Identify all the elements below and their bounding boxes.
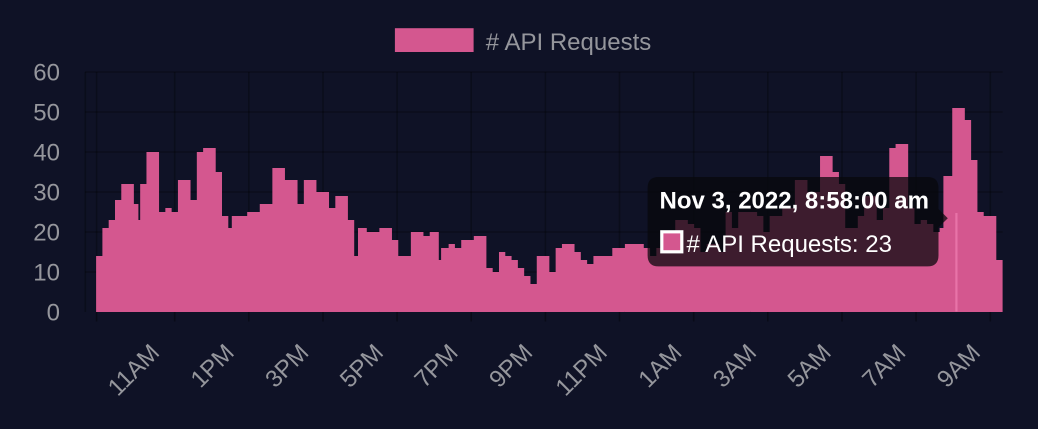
svg-text:30: 30	[33, 180, 60, 207]
svg-text:# API Requests: # API Requests	[486, 29, 651, 56]
svg-text:20: 20	[33, 220, 60, 247]
svg-text:60: 60	[33, 60, 60, 87]
svg-text:0: 0	[47, 300, 60, 327]
svg-text:40: 40	[33, 140, 60, 167]
svg-text:# API Requests: 23: # API Requests: 23	[687, 231, 892, 258]
svg-text:10: 10	[33, 260, 60, 287]
svg-text:50: 50	[33, 100, 60, 127]
svg-text:Nov 3, 2022, 8:58:00 am: Nov 3, 2022, 8:58:00 am	[660, 188, 930, 215]
